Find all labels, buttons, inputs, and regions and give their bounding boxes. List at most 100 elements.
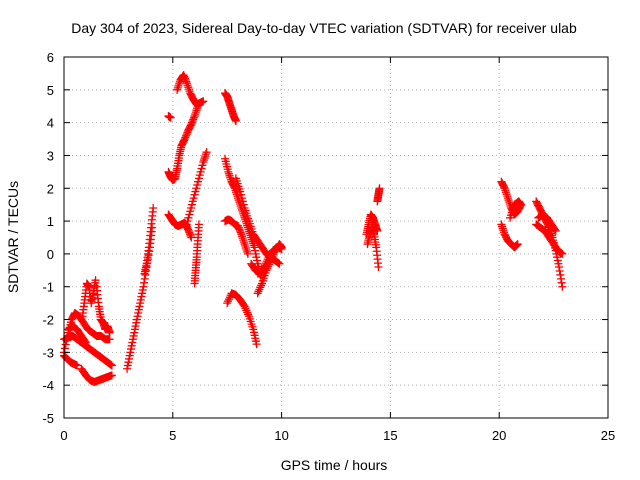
data-point: [254, 287, 263, 296]
grid-layer: [64, 57, 608, 418]
data-point: [184, 85, 193, 94]
data-point: [233, 192, 242, 201]
data-point: [497, 220, 506, 229]
data-point: [140, 278, 149, 287]
data-point: [91, 276, 100, 285]
x-axis-label: GPS time / hours: [281, 457, 388, 473]
y-tick-label: -2: [42, 313, 54, 328]
data-point: [174, 81, 183, 90]
data-point: [241, 244, 250, 253]
data-point: [240, 240, 249, 249]
data-point: [107, 360, 116, 369]
data-point: [226, 173, 235, 182]
data-point: [551, 226, 560, 235]
data-point: [191, 108, 200, 117]
data-point: [516, 200, 525, 209]
data-point: [556, 270, 565, 279]
y-axis-label: SDTVAR / TECUs: [5, 181, 21, 293]
data-point: [498, 224, 507, 233]
data-point: [239, 236, 248, 245]
data-point: [106, 360, 115, 369]
data-point: [557, 249, 566, 258]
data-point: [199, 156, 208, 165]
data-point: [273, 258, 282, 267]
data-points-layer: [60, 71, 567, 386]
data-point: [202, 148, 211, 157]
data-point: [513, 240, 522, 249]
data-point: [256, 283, 265, 292]
data-point: [550, 225, 559, 234]
data-point: [224, 167, 233, 176]
data-point: [231, 116, 240, 125]
x-tick-label: 25: [601, 428, 615, 443]
x-tick-label: 0: [60, 428, 67, 443]
data-point: [265, 258, 274, 267]
data-point: [503, 194, 512, 203]
data-point: [224, 295, 233, 304]
data-point: [255, 285, 264, 294]
data-point: [80, 337, 89, 346]
data-point: [243, 308, 252, 317]
data-point: [60, 344, 69, 353]
data-point: [242, 245, 251, 254]
chart-title: Day 304 of 2023, Sidereal Day-to-day VTE…: [71, 20, 577, 36]
data-point: [374, 263, 383, 272]
data-point: [263, 264, 272, 273]
data-point: [266, 256, 275, 265]
data-point: [182, 77, 191, 86]
data-point: [502, 190, 511, 199]
data-point: [253, 289, 262, 298]
y-tick-label: 5: [47, 83, 54, 98]
data-point: [267, 254, 276, 263]
data-point: [512, 241, 521, 250]
data-point: [224, 169, 233, 178]
data-point: [224, 297, 233, 306]
y-tick-label: 2: [47, 181, 54, 196]
data-point: [558, 249, 567, 258]
y-tick-label: -3: [42, 345, 54, 360]
y-tick-label: 0: [47, 247, 54, 262]
data-point: [225, 171, 234, 180]
data-point: [107, 371, 116, 380]
data-point: [236, 228, 245, 237]
data-point: [277, 243, 286, 252]
y-tick-label: -1: [42, 280, 54, 295]
data-point: [139, 282, 148, 291]
data-point: [183, 81, 192, 90]
data-point: [501, 188, 510, 197]
data-point: [238, 234, 247, 243]
data-point: [558, 282, 567, 291]
data-point: [241, 304, 250, 313]
data-point: [199, 97, 208, 106]
data-point: [243, 249, 252, 258]
data-point: [500, 184, 509, 193]
data-point: [201, 152, 210, 161]
data-point: [274, 259, 283, 268]
data-point: [555, 263, 564, 272]
plot-frame: [63, 56, 609, 419]
data-point: [252, 340, 261, 349]
data-point: [81, 338, 90, 347]
data-point: [173, 83, 182, 92]
data-point: [498, 222, 507, 231]
data-point: [191, 110, 200, 119]
y-tick-label: 4: [47, 116, 54, 131]
data-point: [182, 79, 191, 88]
data-point: [264, 262, 273, 271]
data-point: [189, 113, 198, 122]
x-tick-label: 20: [492, 428, 506, 443]
data-point: [499, 226, 508, 235]
data-point: [513, 240, 522, 249]
x-tick-label: 5: [169, 428, 176, 443]
data-point: [223, 299, 232, 308]
data-point: [269, 250, 278, 259]
data-point: [175, 79, 184, 88]
data-point: [240, 302, 249, 311]
data-point: [557, 278, 566, 287]
data-point: [237, 230, 246, 239]
y-tick-label: -5: [42, 411, 54, 426]
data-point: [241, 242, 250, 251]
data-point: [511, 242, 520, 251]
data-point: [73, 361, 82, 370]
